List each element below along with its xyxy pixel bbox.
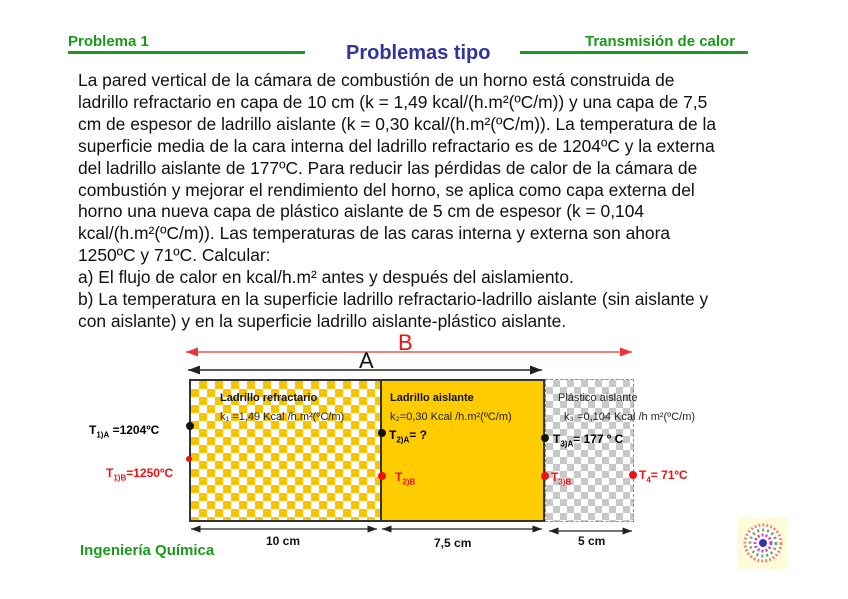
- point-t3a: [541, 434, 549, 442]
- t-symbol: T: [89, 423, 97, 437]
- header-divider-left: [68, 51, 305, 54]
- temp-t3a: T3)A= 177 º C: [553, 432, 623, 448]
- point-t4: [629, 471, 637, 479]
- point-t1b: [186, 456, 192, 462]
- t-symbol: T: [551, 470, 559, 484]
- section-title: Transmisión de calor: [585, 33, 736, 50]
- thickness-label: 10 cm: [266, 534, 301, 548]
- label-b: B: [398, 330, 413, 355]
- layer-plastic-insulation: [545, 379, 634, 522]
- statement-line: ladrillo refractario en capa de 10 cm (k…: [78, 91, 708, 112]
- statement-line: cm de espesor de ladrillo aislante (k = …: [78, 113, 716, 134]
- layer-refractory-brick: [189, 379, 382, 522]
- university-logo: [738, 517, 787, 569]
- problem-number: Problema 1: [68, 33, 149, 50]
- page-title: Problemas tipo: [346, 42, 491, 64]
- t-symbol: T: [395, 470, 403, 484]
- layer-k: k₁ =1,49 Kcal /h.m²(ºC/m): [220, 411, 345, 423]
- t-symbol: T: [553, 432, 561, 446]
- t-subscript: 3)A: [560, 439, 574, 449]
- t-value: = ?: [409, 428, 427, 442]
- logo-seal-icon: [743, 523, 783, 563]
- t-subscript: 3)B: [558, 477, 572, 487]
- statement-line: a) El flujo de calor en kcal/h.m² antes …: [78, 267, 574, 288]
- t-subscript: 4: [646, 475, 651, 485]
- statement-line: b) La temperatura en la superficie ladri…: [78, 289, 709, 309]
- point-t2b: [378, 472, 386, 480]
- t-subscript: 2)B: [402, 477, 416, 487]
- layer-name: Ladrillo refractario: [220, 392, 318, 404]
- t-value: = 177 º C: [573, 432, 624, 446]
- t-subscript: 2)A: [396, 435, 410, 445]
- footer-department: Ingeniería Química: [80, 542, 215, 559]
- t-value: =1250ºC: [126, 466, 173, 480]
- header-divider-right: [520, 51, 748, 54]
- layer-k: k₃ =0,104 Kcal /h m²(ºC/m): [564, 411, 696, 423]
- temp-t2b: T2)B: [395, 470, 415, 486]
- statement-line: kcal/(h.m²(ºC/m)). Las temperaturas de l…: [78, 223, 671, 244]
- temp-t1b: T1)B=1250ºC: [106, 466, 173, 482]
- point-t1a: [186, 422, 194, 430]
- statement-line: combustión y mejorar el rendimiento del …: [78, 179, 695, 200]
- statement-line: horno una nueva capa de plástico aislant…: [78, 201, 645, 222]
- thickness-label: 5 cm: [578, 534, 606, 548]
- layer-name: Plástico aislante: [558, 392, 638, 404]
- layer-k: k₂=0,30 Kcal /h.m²(ºC/m): [390, 411, 512, 423]
- statement-line: La pared vertical de la cámara de combus…: [78, 70, 675, 90]
- t-value: =1204ºC: [109, 423, 160, 437]
- label-a: A: [359, 348, 374, 373]
- t-value: = 71ºC: [650, 468, 688, 482]
- temp-t4: T4= 71ºC: [639, 468, 688, 484]
- t-symbol: T: [106, 466, 114, 480]
- t-subscript: 1)A: [96, 430, 110, 440]
- temp-t3b: T3)B: [551, 470, 571, 486]
- layer-insulating-brick: [382, 379, 545, 522]
- statement-line: del ladrillo aislante de 177ºC. Para red…: [78, 157, 698, 178]
- temp-t1a: T1)A =1204ºC: [89, 423, 159, 439]
- thickness-label: 7,5 cm: [434, 536, 472, 550]
- layer-name: Ladrillo aislante: [390, 392, 474, 404]
- temp-t2a: T2)A= ?: [389, 428, 427, 444]
- t-symbol: T: [639, 468, 647, 482]
- t-subscript: 1)B: [113, 473, 127, 483]
- point-t3b: [541, 472, 549, 480]
- statement-line: superficie media de la cara interna del …: [78, 135, 715, 156]
- statement-line: con aislante) y en la superficie ladrill…: [78, 310, 567, 331]
- statement-line: 1250ºC y 71ºC. Calcular:: [78, 245, 271, 266]
- point-t2a: [378, 429, 386, 437]
- t-symbol: T: [389, 428, 397, 442]
